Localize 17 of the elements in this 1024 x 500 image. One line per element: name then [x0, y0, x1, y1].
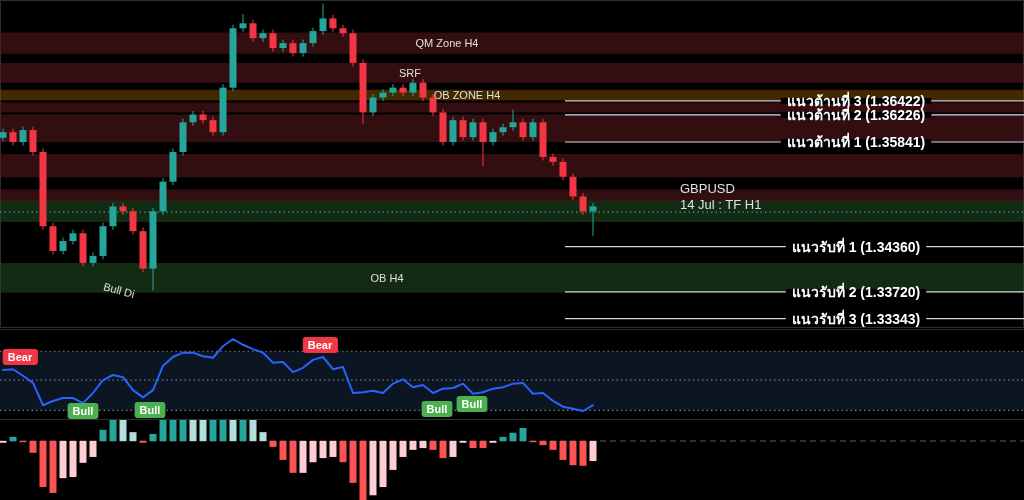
band-label: OB ZONE H4 — [433, 89, 501, 102]
band-label: SRF — [399, 66, 422, 79]
annotation: Bear — [307, 339, 333, 351]
ref-line-label: แนวรับที่ 1 (1.34360) — [791, 236, 921, 255]
annotation: Bull — [72, 405, 94, 417]
annotation: Bull — [426, 403, 448, 415]
annotation: Bull Di — [102, 280, 136, 301]
text: GBPUSD — [680, 181, 735, 196]
ref-line-label: แนวต้านที่ 1 (1.35841) — [786, 132, 926, 151]
band-label: OB H4 — [370, 271, 404, 284]
annotation: Bear — [7, 351, 33, 363]
annotation: Bull — [461, 398, 483, 410]
ref-line-label: แนวรับที่ 2 (1.33720) — [791, 281, 921, 300]
band-label: QM Zone H4 — [415, 37, 479, 50]
text: 14 Jul : TF H1 — [680, 197, 762, 212]
ref-line-label: แนวรับที่ 3 (1.33343) — [791, 308, 921, 327]
annotation: Bull — [139, 404, 161, 416]
